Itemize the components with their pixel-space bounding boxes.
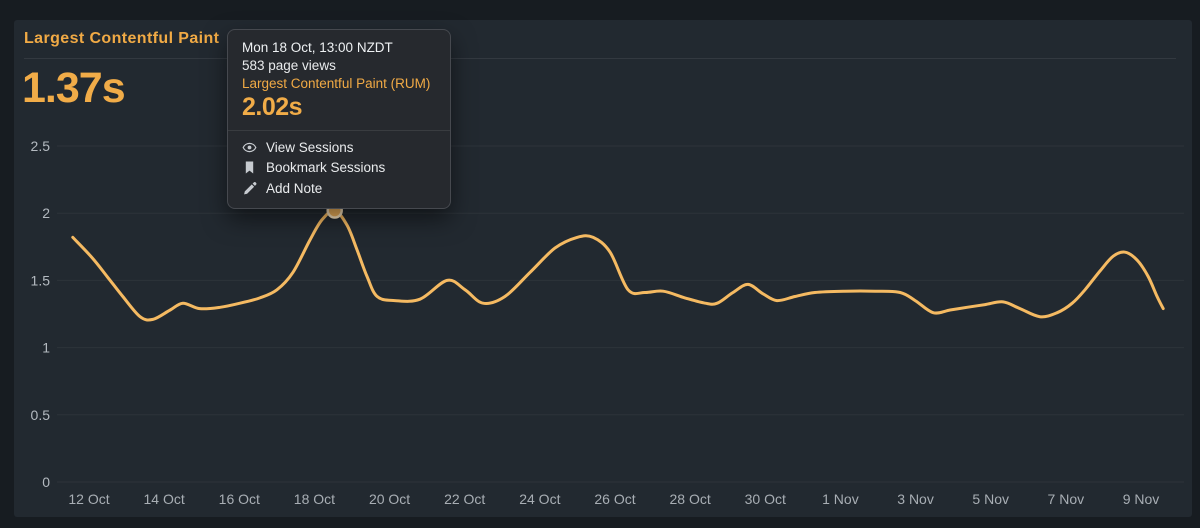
x-axis-tick-label: 26 Oct <box>594 491 635 507</box>
y-axis-tick-label: 0 <box>42 474 50 490</box>
lcp-series-line <box>71 208 1165 322</box>
chart-tooltip: Mon 18 Oct, 13:00 NZDT 583 page views La… <box>227 29 451 209</box>
y-axis-tick-label: 2.5 <box>31 138 51 154</box>
x-axis-tick-label: 16 Oct <box>219 491 260 507</box>
tooltip-action-menu: View Sessions Bookmark Sessions Add Note <box>228 137 450 199</box>
x-axis-tick-label: 30 Oct <box>745 491 786 507</box>
menu-item-label: Bookmark Sessions <box>266 160 386 176</box>
y-axis-tick-label: 1 <box>42 340 50 356</box>
x-axis-tick-label: 5 Nov <box>972 491 1009 507</box>
y-axis-tick-label: 1.5 <box>31 272 51 288</box>
tooltip-divider <box>228 130 450 131</box>
x-axis-tick-label: 12 Oct <box>68 491 109 507</box>
tooltip-metric-label: Largest Contentful Paint (RUM) <box>242 76 431 91</box>
x-axis-tick-label: 18 Oct <box>294 491 335 507</box>
lcp-chart-panel <box>14 20 1192 517</box>
tooltip-pageviews: 583 page views <box>242 58 336 73</box>
y-axis-tick-label: 2 <box>42 205 50 221</box>
y-axis-tick-label: 0.5 <box>31 407 51 423</box>
tooltip-datetime: Mon 18 Oct, 13:00 NZDT <box>242 40 393 55</box>
x-axis-tick-label: 3 Nov <box>897 491 934 507</box>
metric-current-value: 1.37s <box>22 64 126 112</box>
menu-item-label: View Sessions <box>266 139 354 155</box>
x-axis-tick-label: 28 Oct <box>670 491 711 507</box>
page-title: Largest Contentful Paint <box>24 30 220 47</box>
tooltip-metric-value: 2.02s <box>242 93 303 121</box>
x-axis-tick-label: 20 Oct <box>369 491 410 507</box>
x-axis-tick-label: 7 Nov <box>1048 491 1085 507</box>
x-axis-tick-label: 22 Oct <box>444 491 485 507</box>
view-sessions-menu-item[interactable]: View Sessions <box>228 137 450 158</box>
menu-item-label: Add Note <box>266 180 323 196</box>
header-divider <box>24 58 1176 59</box>
bookmark-sessions-menu-item[interactable]: Bookmark Sessions <box>228 158 450 179</box>
x-axis-tick-label: 24 Oct <box>519 491 560 507</box>
x-axis-tick-label: 9 Nov <box>1123 491 1160 507</box>
add-note-menu-item[interactable]: Add Note <box>228 178 450 199</box>
pencil-icon <box>242 181 257 196</box>
bookmark-icon <box>242 160 257 175</box>
x-axis-tick-label: 1 Nov <box>822 491 859 507</box>
x-axis-tick-label: 14 Oct <box>144 491 185 507</box>
eye-icon <box>242 140 257 155</box>
